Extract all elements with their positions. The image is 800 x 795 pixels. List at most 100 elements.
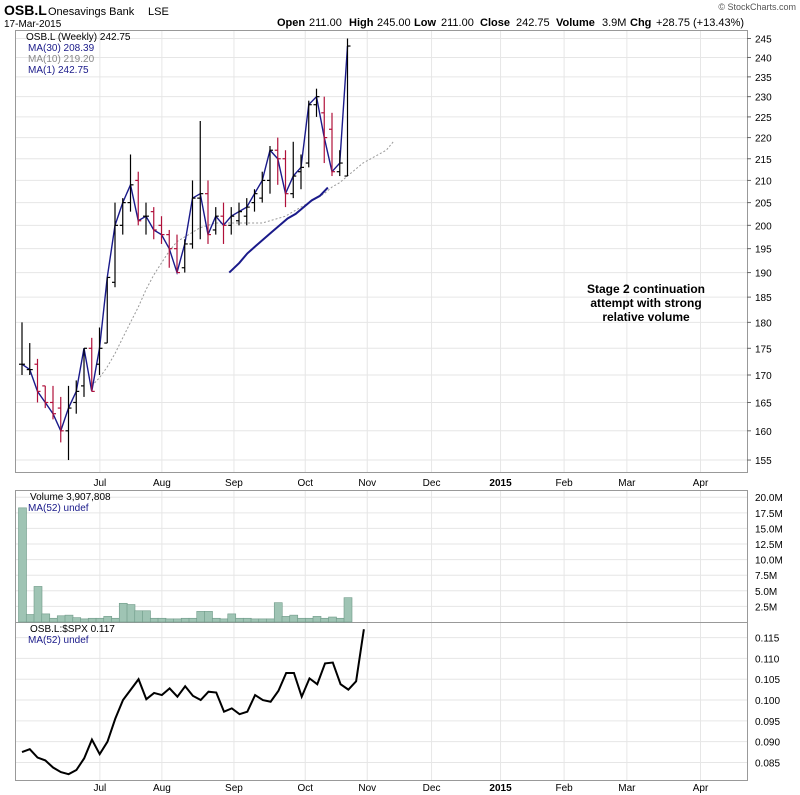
- rs-gridlines: [16, 623, 747, 780]
- price-tick-label: 180: [755, 318, 772, 329]
- volume-bar: [95, 617, 105, 623]
- volume-bar: [281, 616, 291, 623]
- ohlc-bar: [282, 150, 289, 208]
- ohlc-bar: [321, 96, 328, 164]
- ohlc-bar: [181, 239, 188, 273]
- volume-bar: [312, 616, 322, 623]
- ohlc-bar: [96, 327, 103, 375]
- volume-bar: [165, 618, 175, 623]
- ohlc-bar: [158, 216, 165, 244]
- annotation-line-2: attempt with strong: [590, 296, 701, 310]
- ma30-series: [228, 186, 329, 274]
- chg-label: Chg: [630, 17, 651, 29]
- x-tick-label-bottom: Mar: [618, 783, 636, 794]
- ohlc-bar: [259, 171, 266, 203]
- ohlc-bar: [127, 154, 134, 212]
- volume-tick-label: 17.5M: [755, 509, 783, 520]
- price-tick-label: 190: [755, 269, 772, 280]
- price-tick-label: 160: [755, 427, 772, 438]
- ma10-series: [91, 140, 395, 387]
- ma10-line: [91, 140, 395, 387]
- price-tick-label: 215: [755, 155, 772, 166]
- annotation-line-3: relative volume: [602, 310, 690, 324]
- legend-rs-1: MA(52) undef: [28, 635, 89, 646]
- volume-bar: [41, 613, 51, 623]
- volume-bar: [320, 617, 330, 623]
- high-label: High: [349, 17, 374, 29]
- rs-tick-label: 0.115: [755, 634, 780, 645]
- x-tick-label-bottom: Sep: [225, 783, 243, 794]
- price-tick-label: 220: [755, 134, 772, 145]
- rs-tick-label: 0.090: [755, 738, 780, 749]
- exchange-label: LSE: [148, 6, 169, 18]
- legend-volume-0: Volume 3,907,808: [30, 492, 111, 503]
- ohlc-bar: [135, 171, 142, 226]
- price-tick-label: 175: [755, 344, 772, 355]
- volume-bar: [335, 617, 345, 623]
- volume-bar: [56, 615, 66, 623]
- x-tick-label: 2015: [489, 478, 512, 489]
- volume-gridlines: [16, 491, 747, 622]
- volume-bar: [328, 616, 337, 623]
- ohlc-bar: [236, 202, 242, 226]
- price-panel-frame: [15, 30, 748, 473]
- ohlc-bar: [205, 180, 211, 244]
- volume-bar: [258, 618, 268, 623]
- volume-bar: [87, 617, 97, 623]
- low-value: 211.00: [441, 17, 474, 29]
- x-tick-label-bottom: Aug: [153, 783, 171, 794]
- volume-bar: [118, 602, 128, 623]
- volume-bar: [111, 617, 120, 623]
- ohlc-bar: [336, 150, 343, 177]
- volume-bar: [297, 617, 306, 623]
- watermark: © StockCharts.com: [718, 2, 796, 12]
- volume-bar: [250, 618, 260, 623]
- ohlc-bar: [26, 343, 33, 375]
- x-tick-label-bottom: Nov: [358, 783, 376, 794]
- ohlc-bar: [34, 358, 41, 403]
- ohlc-bar: [112, 202, 118, 288]
- volume-tick-label: 20.0M: [755, 493, 783, 504]
- ohlc-bar: [298, 154, 304, 190]
- volume-label: Volume: [556, 17, 595, 29]
- ohlc-bar: [251, 189, 258, 212]
- volume-bar: [134, 610, 144, 623]
- x-tick-label-bottom: Apr: [693, 783, 709, 794]
- ohlc-bar: [329, 112, 335, 177]
- symbol-label: OSB.L: [4, 2, 47, 18]
- volume-tick-label: 5.0M: [755, 587, 777, 598]
- volume-bar: [211, 617, 221, 623]
- x-tick-label: Sep: [225, 478, 243, 489]
- rs-tick-label: 0.100: [755, 696, 780, 707]
- ohlc-bar: [104, 276, 111, 344]
- annotation-line-1: Stage 2 continuation: [587, 282, 705, 296]
- high-value: 245.00: [377, 17, 411, 29]
- price-tick-label: 240: [755, 53, 772, 64]
- rs-line: [21, 629, 365, 776]
- x-tick-label: Feb: [555, 478, 573, 489]
- volume-bar: [103, 616, 113, 623]
- ohlc-bar: [19, 322, 25, 375]
- price-tick-label: 225: [755, 113, 772, 124]
- x-tick-label: Nov: [358, 478, 376, 489]
- volume-bar: [304, 617, 314, 623]
- volume-bar: [242, 617, 252, 623]
- volume-bar: [173, 618, 182, 623]
- legend-price-0: OSB.L (Weekly) 242.75: [26, 32, 131, 43]
- volume-bar: [235, 617, 244, 623]
- volume-bar: [149, 617, 159, 623]
- ohlc-bar: [143, 202, 149, 235]
- volume-tick-label: 12.5M: [755, 540, 783, 551]
- price-tick-label: 185: [755, 293, 772, 304]
- rs-tick-label: 0.085: [755, 759, 780, 770]
- ohlc-bar: [220, 202, 227, 244]
- volume-bar: [142, 610, 151, 623]
- ohlc-bar: [81, 347, 87, 397]
- open-value: 211.00: [309, 17, 342, 29]
- volume-tick-label: 15.0M: [755, 524, 783, 535]
- ohlc-bar: [189, 180, 196, 249]
- legend-rs-0: OSB.L:$SPX 0.117: [30, 624, 115, 635]
- rs-tick-label: 0.105: [755, 675, 780, 686]
- rs-series: [21, 629, 365, 776]
